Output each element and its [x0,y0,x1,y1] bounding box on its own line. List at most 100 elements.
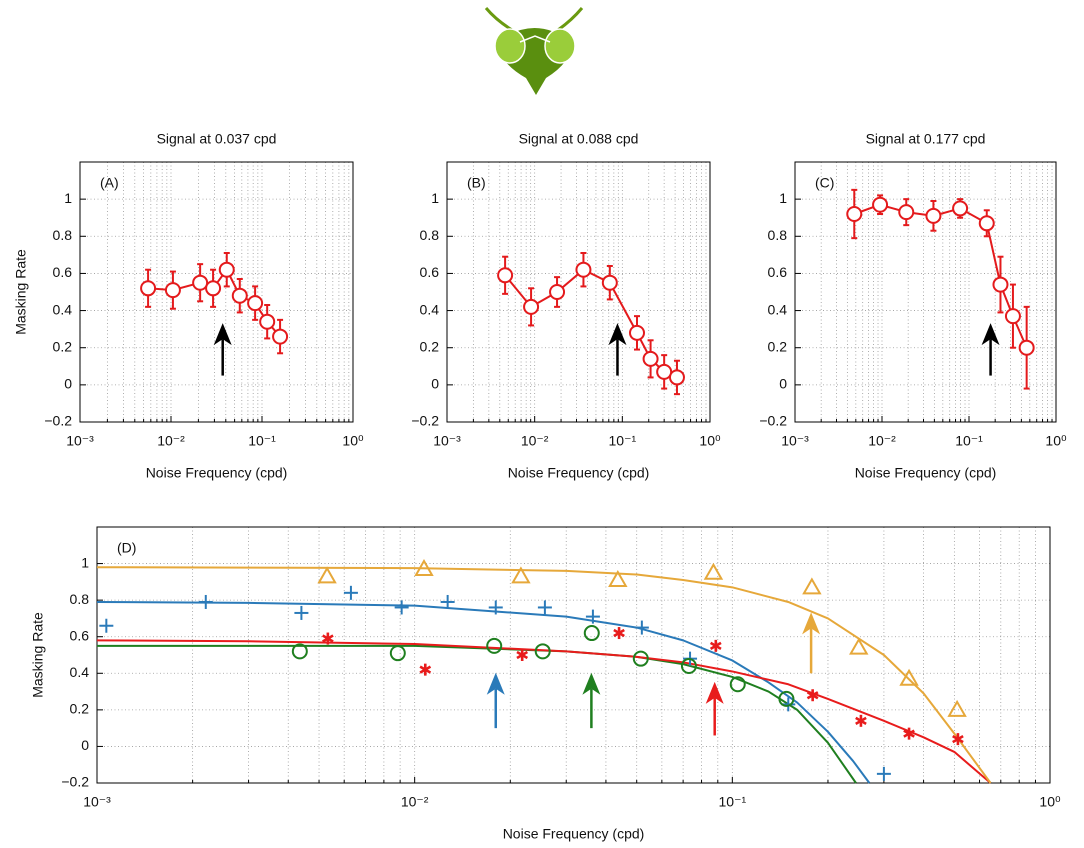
data-point [802,577,822,595]
data-point [952,200,969,217]
data-point [952,733,964,746]
data-point [634,620,649,635]
y-tick-label: 0.6 [768,264,788,280]
data-point [876,766,891,781]
y-tick-label: 0 [64,376,72,392]
fit-curve [96,600,871,784]
x-tick-label: 10⁻¹ [248,433,276,449]
plot-area [795,162,1056,422]
marker [992,276,1009,293]
marker [419,665,432,674]
x-tick-label: 10⁻¹ [609,433,637,449]
marker [140,280,157,297]
panel-title: Signal at 0.177 cpd [866,131,986,147]
marker [218,261,235,278]
data-point [419,663,432,676]
y-tick-label: 0.8 [420,227,440,243]
data-point [394,600,409,615]
data-point [629,324,646,341]
panel: 10⁻³ 10⁻² 10⁻¹ 10⁰ −0.2 0 0.2 0.4 0.6 0.8 1 Signal … [411,131,721,481]
y-tick-label: −0.2 [411,413,439,429]
panel: 10⁻³ 10⁻² 10⁻¹ 10⁰ −0.2 0 0.2 0.4 0.6 0.8 1 Signal … [759,131,1067,481]
y-tick-label: 0.8 [768,227,788,243]
y-tick-label: 0.2 [70,701,90,717]
panel-label: (D) [117,540,136,556]
data-point [575,261,592,278]
y-tick-label: 0 [779,376,787,392]
data-point [668,369,685,386]
marker [205,280,222,297]
data-point [1018,339,1035,356]
marker [613,628,625,638]
y-axis-label: Masking Rate [13,249,29,335]
y-tick-label: 0.4 [768,301,788,317]
plot-frame [794,161,1057,423]
y-tick-label: 0.6 [70,627,90,643]
data-point [583,625,600,642]
panel-title: Signal at 0.037 cpd [157,131,277,147]
arrow-head [486,672,505,695]
marker [575,261,592,278]
data-point [601,274,618,291]
y-tick-label: 0.6 [53,264,73,280]
x-axis-label: Noise Frequency (cpd) [503,826,645,842]
marker [642,350,659,367]
x-tick-label: 10⁰ [342,433,364,449]
data-point [231,287,248,304]
panel-label: (A) [100,175,119,191]
fit-curve [96,639,992,784]
plot-frame [446,161,711,423]
marker [855,716,867,725]
data-point [218,261,235,278]
y-tick-label: 0.4 [53,301,73,317]
data-point [549,284,566,300]
marker [164,282,181,299]
data-point [903,727,915,740]
data-point [632,650,649,667]
marker [414,559,434,577]
panel-title: Signal at 0.088 cpd [519,131,639,147]
marker [389,645,406,662]
marker [903,729,915,738]
arrow-head [213,323,232,346]
x-tick-label: 10⁰ [1039,794,1061,810]
signal-arrow [486,672,505,729]
data-point [1004,308,1021,325]
data-point [488,600,503,615]
data-point [440,594,455,609]
data-point [511,566,531,584]
marker [192,274,209,291]
marker [1018,339,1035,356]
x-axis-label: Noise Frequency (cpd) [146,465,288,481]
y-tick-label: −0.2 [44,413,72,429]
plot-area [447,162,710,422]
y-tick-label: 1 [81,554,89,570]
marker [872,196,889,213]
data-point [259,313,276,330]
y-tick-label: 0.6 [420,264,440,280]
y-tick-label: 0.4 [70,664,90,680]
x-axis-label: Noise Frequency (cpd) [508,465,650,481]
panel-label: (B) [467,175,486,191]
marker [608,570,628,588]
y-tick-label: 1 [431,190,439,206]
marker [497,267,514,284]
plot-area [97,527,1050,783]
marker [629,324,646,341]
data-point [729,676,746,693]
y-tick-label: 0 [431,376,439,392]
y-tick-label: 0.2 [53,338,73,354]
panel-label: (C) [815,175,834,191]
data-point [642,350,659,367]
signal-arrow [802,612,821,674]
data-point [317,566,337,584]
marker [978,215,995,232]
data-point [205,280,222,297]
data-point [537,600,552,615]
y-tick-label: −0.2 [759,413,787,429]
marker [231,287,248,304]
marker [898,204,915,221]
marker [668,369,685,386]
x-axis-label: Noise Frequency (cpd) [855,465,997,481]
data-point [272,328,289,345]
